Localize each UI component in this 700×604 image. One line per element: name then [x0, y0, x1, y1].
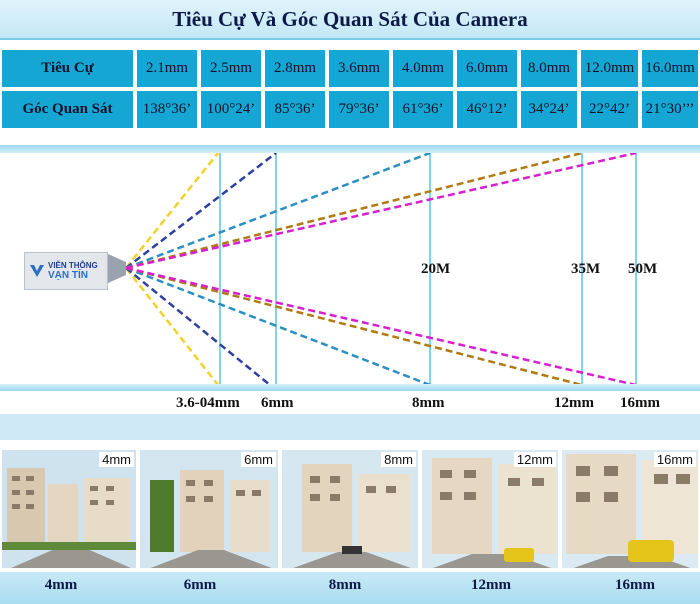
photo-caption: 12mm	[471, 577, 511, 593]
photo-tag: 16mm	[653, 452, 696, 467]
fov-ray-teal-top	[125, 153, 431, 270]
focal-cell: 2.1mm	[135, 48, 199, 89]
lens-label: 3.6-04mm	[176, 395, 240, 411]
focal-cell: 2.5mm	[199, 48, 263, 89]
title-bar: Tiêu Cự Và Góc Quan Sát Của Camera	[0, 0, 700, 40]
fov-ray-yellow-bottom	[125, 267, 219, 385]
divider-band-top	[0, 145, 700, 153]
angle-cell: 21°30’’’	[640, 89, 700, 130]
fov-ray-blue-top	[125, 153, 277, 269]
angle-cell: 85°36’	[263, 89, 327, 130]
angle-cell: 79°36’	[327, 89, 391, 130]
lens-label: 16mm	[620, 395, 660, 411]
focal-cell: 8.0mm	[519, 48, 579, 89]
fov-ray-brown-top	[125, 153, 583, 270]
caption-bar	[0, 572, 700, 604]
photo-caption: 6mm	[183, 577, 217, 593]
focal-cell: 2.8mm	[263, 48, 327, 89]
logo-mark-icon	[30, 265, 44, 277]
focal-cell: 6.0mm	[455, 48, 519, 89]
focal-cell: 16.0mm	[640, 48, 700, 89]
fov-ray-yellow-top	[125, 153, 219, 269]
fov-ray-magenta-bottom	[125, 266, 637, 385]
divider-band-lower	[0, 414, 700, 440]
row-header-view-angle: Góc Quan Sát	[0, 89, 135, 130]
lens-label: 6mm	[261, 395, 294, 411]
photo-caption: 8mm	[328, 577, 362, 593]
page-title: Tiêu Cự Và Góc Quan Sát Của Camera	[172, 6, 528, 31]
example-photo-12mm: 12mm	[420, 448, 560, 570]
fov-ray-brown-bottom	[125, 266, 583, 385]
photo-caption: 16mm	[615, 577, 655, 593]
divider-band-middle	[0, 384, 700, 391]
field-of-view-diagram	[108, 153, 637, 385]
fov-ray-magenta-top	[125, 153, 637, 270]
distance-label-20m: 20M	[421, 261, 451, 277]
logo-line-1: VIỄN THÔNG	[48, 261, 98, 270]
camera-lens-shape	[108, 254, 126, 283]
angle-cell: 138°36’	[135, 89, 199, 130]
distance-label-50m: 50M	[628, 261, 658, 277]
photo-caption: 4mm	[44, 577, 78, 593]
example-photo-4mm: 4mm	[0, 448, 138, 570]
photo-tag: 4mm	[99, 452, 134, 467]
focal-cell: 12.0mm	[579, 48, 640, 89]
angle-cell: 22°42’	[579, 89, 640, 130]
photo-tag: 12mm	[513, 452, 556, 467]
focal-cell: 3.6mm	[327, 48, 391, 89]
fov-ray-blue-bottom	[125, 267, 271, 385]
logo-line-2: VẠN TÍN	[48, 270, 88, 281]
angle-cell: 46°12’	[455, 89, 519, 130]
row-header-focal-length: Tiêu Cự	[0, 48, 135, 89]
example-photo-16mm: 16mm	[560, 448, 700, 570]
focal-cell: 4.0mm	[391, 48, 455, 89]
example-photo-6mm: 6mm	[138, 448, 280, 570]
photo-tag: 8mm	[381, 452, 416, 467]
angle-cell: 61°36’	[391, 89, 455, 130]
angle-cell: 34°24’	[519, 89, 579, 130]
focal-length-table: Tiêu Cự Góc Quan Sát 2.1mm 2.5mm 2.8mm 3…	[0, 48, 700, 130]
distance-label-35m: 35M	[571, 261, 601, 277]
photo-tag: 6mm	[241, 452, 276, 467]
lens-label: 12mm	[554, 395, 594, 411]
lens-label: 8mm	[412, 395, 445, 411]
camera-logo: VIỄN THÔNG VẠN TÍN	[24, 252, 108, 290]
example-photo-8mm: 8mm	[280, 448, 420, 570]
angle-cell: 100°24’	[199, 89, 263, 130]
